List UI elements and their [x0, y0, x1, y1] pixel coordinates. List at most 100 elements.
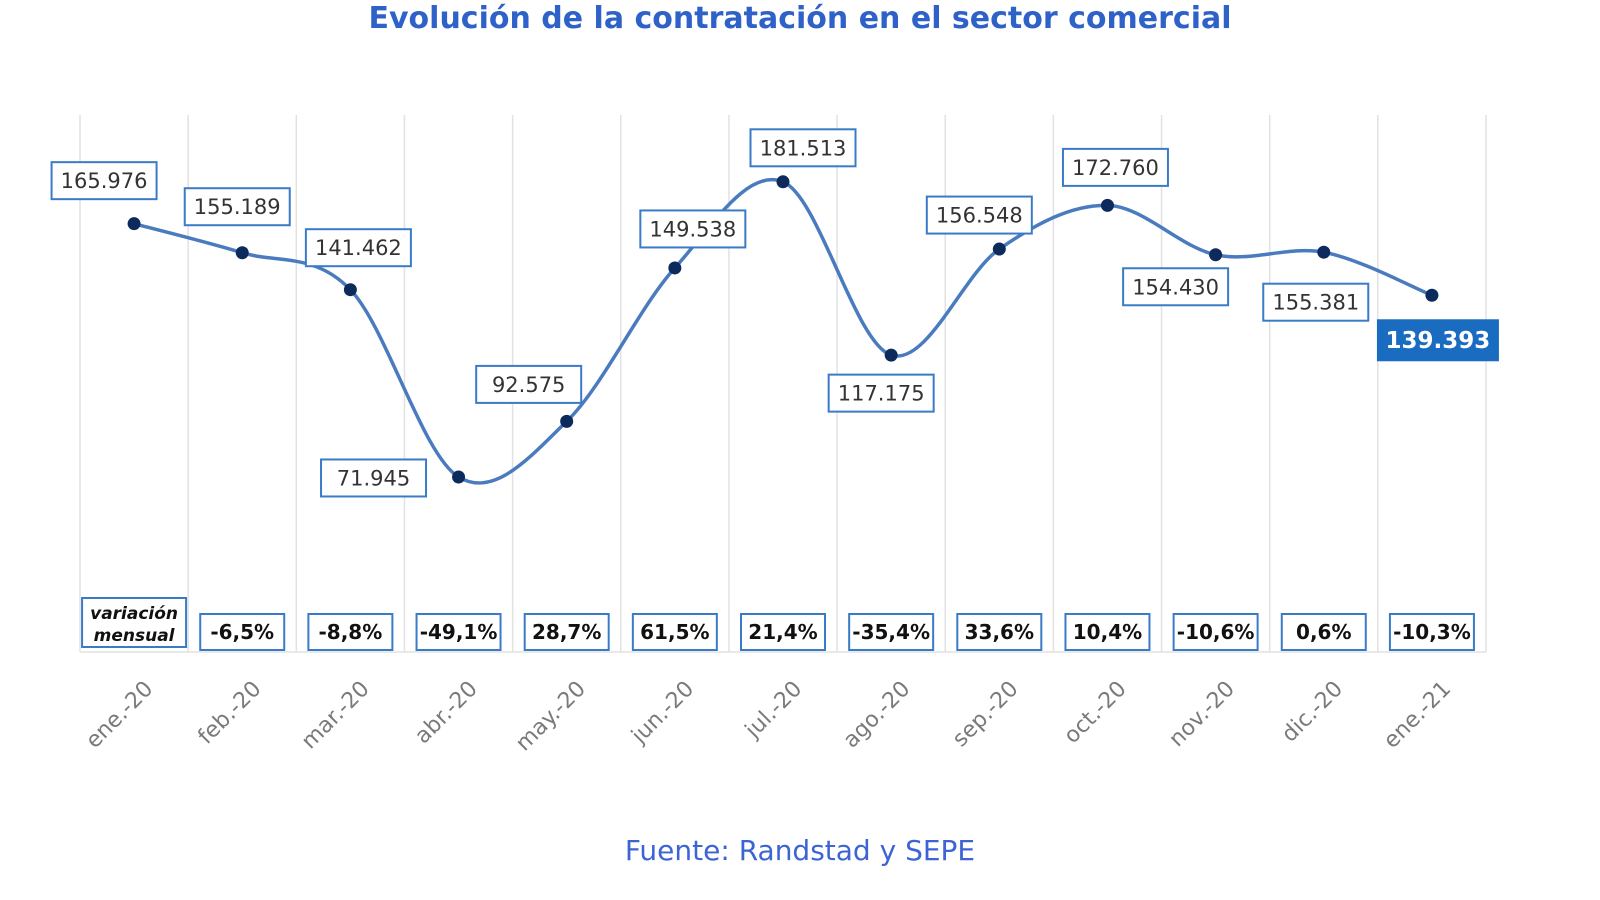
variation-nov.-20: -10,6% [1172, 613, 1259, 651]
variation-sep.-20: 33,6% [956, 613, 1043, 651]
variation-may.-20: 28,7% [523, 613, 610, 651]
value-label-box [1262, 282, 1370, 322]
x-tick-label: oct.-20 [1060, 677, 1132, 749]
data-point-jun.-20 [668, 261, 682, 275]
value-label-nov.-20: 154.430 [1122, 267, 1230, 307]
x-tick-label: ene.-20 [81, 677, 158, 754]
variation-box [307, 613, 394, 651]
variation-box [523, 613, 610, 651]
variation-oct.-20: 10,4% [1064, 613, 1151, 651]
value-label-box [475, 364, 583, 404]
value-label-mar.-20: 141.462 [304, 228, 412, 268]
variation-text: -49,1% [420, 620, 498, 644]
variation-mar.-20: -8,8% [307, 613, 394, 651]
chart-source: Fuente: Randstad y SEPE [624, 834, 976, 867]
variation-text: -35,4% [852, 620, 930, 644]
value-label-jul.-20: 181.513 [749, 128, 857, 168]
data-point-ago.-20 [884, 348, 898, 362]
value-label-box [1376, 319, 1499, 362]
value-label-feb.-20: 155.189 [183, 187, 291, 227]
value-label-box [639, 209, 747, 249]
value-label-box [320, 458, 428, 498]
value-label-box [183, 187, 291, 227]
value-label-text: 141.462 [315, 236, 402, 260]
value-label-jun.-20: 149.538 [639, 209, 747, 249]
variation-text: 61,5% [640, 620, 709, 644]
value-label-text: 149.538 [649, 217, 736, 241]
variation-title-box [81, 597, 188, 648]
x-tick-label: mar.-20 [297, 677, 375, 755]
variation-text: -6,5% [210, 620, 274, 644]
value-label-ene.-20: 165.976 [50, 161, 158, 201]
data-point-dic.-20 [1317, 245, 1331, 259]
variation-jul.-20: 21,4% [740, 613, 826, 651]
variation-box [1280, 613, 1367, 651]
value-label-ene.-21: 139.393 [1376, 319, 1499, 362]
variation-text: -10,6% [1177, 620, 1255, 644]
value-label-box [827, 373, 935, 413]
value-label-oct.-20: 172.760 [1061, 147, 1169, 187]
variation-text: 0,6% [1296, 620, 1351, 644]
variation-text: 33,6% [965, 620, 1034, 644]
x-tick-label: ago.-20 [839, 677, 916, 754]
value-label-text: 181.513 [760, 136, 847, 160]
variation-box [848, 613, 935, 651]
variation-box [1388, 613, 1475, 651]
variation-box [631, 613, 718, 651]
data-point-sep.-20 [992, 242, 1006, 256]
chart-title: Evolución de la contratación en el secto… [368, 1, 1232, 36]
value-label-box [1061, 147, 1169, 187]
value-label-abr.-20: 71.945 [320, 458, 428, 498]
x-tick-label: jul.-20 [740, 677, 807, 744]
variation-abr.-20: -49,1% [415, 613, 502, 651]
data-point-jul.-20 [776, 175, 790, 189]
x-tick-label: feb.-20 [194, 677, 267, 750]
variation-box [1064, 613, 1151, 651]
value-label-text: 155.189 [194, 195, 281, 219]
value-label-dic.-20: 155.381 [1262, 282, 1370, 322]
series-line [133, 177, 1433, 485]
x-tick-label: dic.-20 [1277, 677, 1348, 748]
data-point-feb.-20 [235, 246, 249, 260]
variation-text: -8,8% [318, 620, 382, 644]
grid-layer [79, 115, 1487, 653]
value-label-box [50, 161, 158, 201]
variation-box [199, 613, 286, 651]
data-point-abr.-20 [452, 470, 466, 484]
variation-title-text: variación [90, 604, 178, 624]
value-label-may.-20: 92.575 [475, 364, 583, 404]
x-tick-label: abr.-20 [410, 677, 482, 749]
value-label-text: 154.430 [1132, 275, 1219, 299]
value-label-text: 92.575 [492, 373, 565, 397]
value-label-text: 71.945 [337, 466, 410, 490]
markers [127, 175, 1439, 484]
value-label-text: 165.976 [61, 169, 148, 193]
data-point-mar.-20 [343, 283, 357, 297]
variation-title-text: mensual [94, 626, 176, 646]
x-tick-label: nov.-20 [1164, 677, 1239, 752]
data-point-ene.-21 [1425, 288, 1439, 302]
variation-ago.-20: -35,4% [848, 613, 935, 651]
variation-text: 10,4% [1073, 620, 1142, 644]
variation-box [956, 613, 1043, 651]
variation-box [415, 613, 502, 651]
variation-jun.-20: 61,5% [631, 613, 718, 651]
value-label-box [925, 195, 1033, 235]
x-tick-label: may.-20 [511, 677, 591, 757]
data-point-ene.-20 [127, 217, 141, 231]
value-label-box [749, 128, 857, 168]
value-label-text: 139.393 [1386, 328, 1491, 354]
data-point-may.-20 [560, 414, 574, 428]
value-label-text: 172.760 [1072, 156, 1159, 180]
data-point-oct.-20 [1100, 198, 1114, 212]
data-point-nov.-20 [1209, 248, 1223, 262]
x-axis-ticks: ene.-20 feb.-20 mar.-20 abr.-20 may.-20 jun.-… [81, 677, 1456, 757]
variation-text: 28,7% [532, 620, 601, 644]
value-label-sep.-20: 156.548 [925, 195, 1033, 235]
value-label-box [304, 228, 412, 268]
x-tick-label: jun.-20 [626, 677, 699, 750]
value-label-ago.-20: 117.175 [827, 373, 935, 413]
